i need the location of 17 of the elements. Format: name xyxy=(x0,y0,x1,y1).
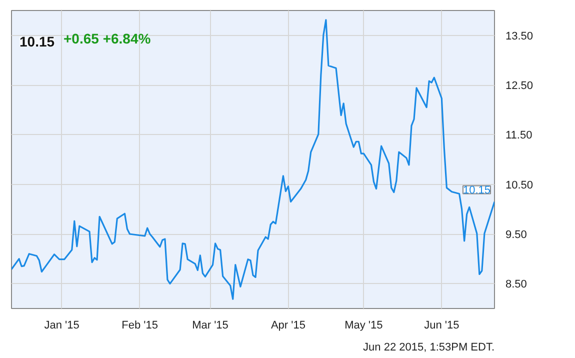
y-tick-label: 9.50 xyxy=(506,229,527,241)
y-tick-label: 10.50 xyxy=(506,179,534,192)
line-series xyxy=(12,19,494,300)
x-tick-label: Feb '15 xyxy=(122,320,158,332)
y-tick-label: 8.50 xyxy=(506,278,527,291)
y-tick-label: 11.50 xyxy=(506,130,532,142)
x-tick-label: Mar '15 xyxy=(192,320,228,332)
x-tick-label: Jan '15 xyxy=(44,320,80,332)
text: +0.65 +6.84% xyxy=(64,30,152,46)
x-tick-label: May '15 xyxy=(344,320,383,332)
x-tick-label: Jun '15 xyxy=(424,320,460,332)
text: Jun 22 2015, 1:53PM EDT. xyxy=(363,342,494,354)
annotation: 10.15 xyxy=(462,184,491,197)
text: 10.15 xyxy=(20,34,55,50)
y-tick-label: 12.50 xyxy=(506,80,534,92)
y-tick-label: 13.50 xyxy=(506,30,534,42)
x-tick-label: Apr '15 xyxy=(270,320,306,332)
